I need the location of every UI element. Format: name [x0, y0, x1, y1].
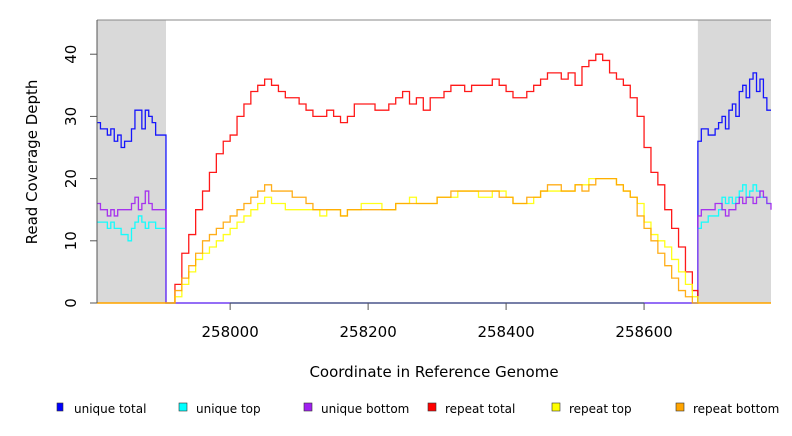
x-tick-label: 258000 — [202, 323, 259, 341]
y-axis-label: Read Coverage Depth — [23, 80, 41, 245]
x-tick-label: 258600 — [615, 323, 672, 341]
legend-label: repeat bottom — [693, 402, 779, 416]
legend-swatch — [303, 402, 313, 412]
shaded-region — [697, 20, 771, 303]
shaded-region — [97, 20, 166, 303]
legend-swatch — [56, 402, 64, 412]
y-tick-label: 30 — [62, 107, 80, 126]
x-tick-label: 258400 — [477, 323, 534, 341]
y-tick-label: 10 — [62, 231, 80, 250]
series-line-unique-total — [97, 72, 771, 304]
y-tick-label: 20 — [62, 169, 80, 188]
y-tick-label: 0 — [62, 298, 80, 308]
series-line-repeat-top — [97, 177, 771, 304]
legend-label: unique top — [196, 402, 261, 416]
x-axis-label: Coordinate in Reference Genome — [309, 363, 558, 381]
y-tick-label: 40 — [62, 45, 80, 64]
axes: 0 10 20 30 40 258000 258200 258400 258600 — [62, 19, 771, 341]
legend-label: repeat total — [445, 402, 515, 416]
legend-label: unique total — [74, 402, 146, 416]
series-lines — [97, 53, 772, 304]
series-line-repeat-bottom — [97, 177, 771, 304]
flank-shading — [97, 20, 771, 303]
x-tick-label: 258200 — [339, 323, 396, 341]
series-line-unique-bottom — [97, 190, 772, 304]
series-line-unique-top — [97, 184, 771, 304]
legend-swatch — [675, 402, 685, 412]
legend-swatch — [551, 402, 561, 412]
legend-swatch — [178, 402, 188, 412]
series-line-repeat-total — [97, 53, 771, 304]
legend-label: repeat top — [569, 402, 632, 416]
legend: unique total unique top unique bottom repea… — [56, 402, 779, 416]
legend-label: unique bottom — [321, 402, 409, 416]
legend-swatch — [427, 402, 437, 412]
